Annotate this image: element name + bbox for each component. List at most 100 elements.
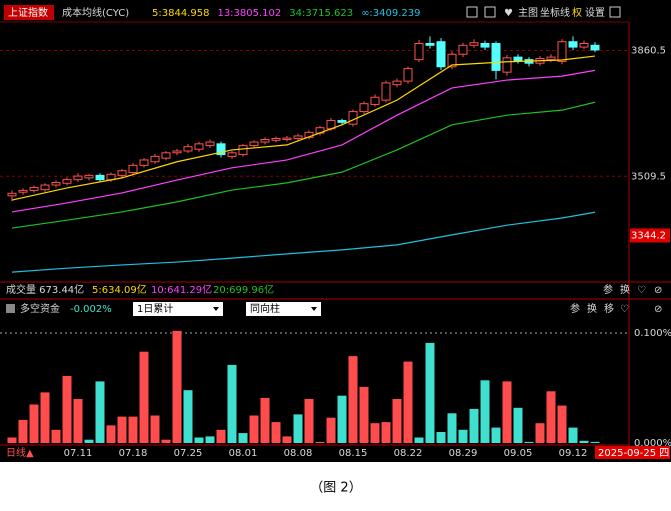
hide-icon[interactable]: ⊘: [654, 304, 662, 315]
volume-ma: 10:641.29亿: [151, 283, 212, 296]
x-tick-label: 07.25: [174, 448, 203, 459]
bar: [557, 405, 567, 443]
candle-body: [150, 155, 160, 163]
bar: [282, 436, 292, 443]
candle-body: [370, 96, 380, 105]
ma-line: [11, 211, 596, 273]
candle-body: [62, 179, 72, 184]
fav-icon[interactable]: ♡: [637, 285, 646, 296]
toolbar-button[interactable]: 参: [603, 283, 613, 296]
dropdown-label: 同向柱: [250, 302, 280, 315]
candle-body: [491, 43, 501, 71]
candle-body: [205, 141, 215, 147]
bar: [425, 342, 435, 443]
price-marker: [630, 228, 670, 243]
candle-body: [95, 174, 105, 181]
bar: [62, 375, 72, 443]
bar: [315, 441, 325, 443]
bar: [227, 364, 237, 443]
help-icon[interactable]: [6, 304, 15, 313]
toolbar-button[interactable]: 移: [604, 302, 614, 315]
x-tick-label: 08.29: [449, 448, 478, 459]
bar: [447, 413, 457, 443]
toolbar-button[interactable]: 参: [570, 302, 580, 315]
bar: [84, 439, 94, 443]
bar: [359, 386, 369, 443]
candle-body: [249, 141, 259, 147]
candle-body: [29, 187, 39, 191]
ma-line: [11, 69, 596, 213]
candle-body: [546, 56, 556, 61]
candle-body: [293, 135, 303, 139]
bar: [491, 427, 501, 443]
candle-body: [513, 56, 523, 62]
bar: [370, 423, 380, 443]
toolbar-button[interactable]: 设置: [585, 7, 605, 19]
add-button[interactable]: [466, 6, 478, 18]
bar: [579, 440, 589, 443]
expand-button[interactable]: [609, 6, 621, 18]
dropdown-arrow: [311, 307, 317, 311]
candle-body: [172, 150, 182, 154]
y-tick-label: 0.100%: [634, 328, 671, 339]
candle-body: [590, 44, 600, 51]
background: [0, 0, 671, 462]
legend-entry: 13:3805.102: [217, 8, 281, 19]
bar: [392, 399, 402, 443]
dropdown[interactable]: [133, 302, 223, 316]
toolbar-button[interactable]: 主图: [518, 7, 538, 19]
toolbar-button[interactable]: 换: [620, 283, 630, 296]
candle-body: [161, 152, 171, 159]
bar: [568, 427, 578, 443]
candle-body: [414, 43, 424, 61]
index-badge: [4, 5, 54, 20]
x-tick-label: 09.12: [559, 448, 588, 459]
candle-body: [469, 42, 479, 46]
bar: [480, 380, 490, 443]
fav-icon[interactable]: ♥: [504, 8, 513, 19]
bar: [139, 351, 149, 443]
y-tick-label: 3509.5: [631, 171, 666, 182]
bar: [238, 433, 248, 443]
hide-icon[interactable]: ⊘: [654, 285, 662, 296]
cursor-date: 2025-09-25 四: [598, 448, 669, 459]
candle-body: [480, 43, 490, 48]
cursor-date-box: [595, 446, 670, 459]
candle-body: [359, 103, 369, 113]
toolbar-button[interactable]: 权: [572, 6, 582, 19]
candle-body: [436, 41, 446, 68]
x-tick-label: 08.08: [284, 448, 313, 459]
candle-body: [425, 43, 435, 46]
candle-body: [557, 41, 567, 62]
bar: [535, 423, 545, 443]
bar: [348, 356, 358, 443]
candle-body: [568, 41, 578, 48]
bar: [524, 441, 534, 443]
volume-ma: 5:634.09亿: [92, 283, 147, 296]
legend-entry: 5:3844.958: [152, 8, 209, 19]
remove-button[interactable]: [484, 6, 496, 18]
toolbar-button[interactable]: 坐标线: [540, 6, 570, 19]
candle-body: [403, 68, 413, 82]
bar: [7, 437, 17, 443]
bar: [293, 414, 303, 443]
bar: [260, 397, 270, 443]
candle-body: [502, 57, 512, 73]
dropdowns: 1日累计 同向柱: [133, 302, 321, 316]
x-tick-label: 08.15: [339, 448, 368, 459]
period[interactable]: 日线▲: [6, 446, 34, 459]
index-name: 上证指数: [8, 6, 48, 19]
fav-icon[interactable]: ♡: [620, 304, 629, 315]
indicator-name: 成本均线(CYC): [62, 6, 129, 19]
toolbar-button[interactable]: 换: [587, 302, 597, 315]
candle-body: [117, 170, 127, 176]
volume-ma: 20:699.96亿: [213, 283, 274, 296]
candle-body: [51, 182, 61, 186]
bar: [502, 381, 512, 443]
x-tick-label: 08.22: [394, 448, 423, 459]
indicator-toolbar: 参换移 ♡ ⊘: [570, 302, 662, 315]
dropdown[interactable]: [246, 302, 321, 316]
x-tick-label: 07.11: [64, 448, 93, 459]
